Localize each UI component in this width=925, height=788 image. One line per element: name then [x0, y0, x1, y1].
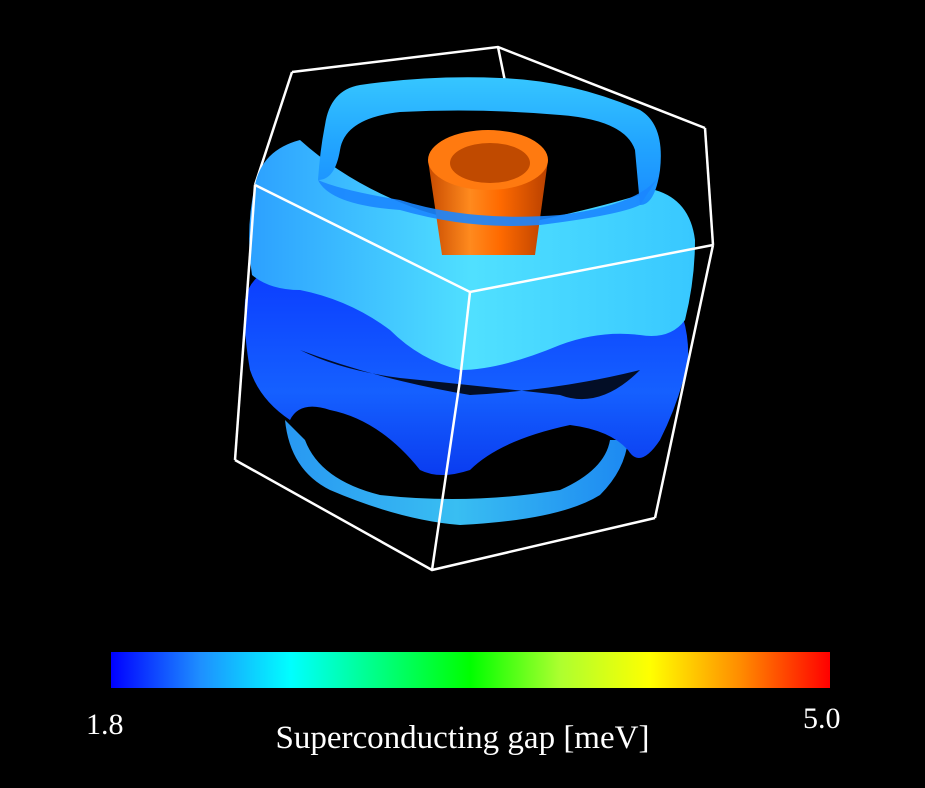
colorbar-min-label: 1.8 [86, 708, 124, 741]
colorbar [111, 652, 830, 688]
colorbar-max-label: 5.0 [803, 702, 841, 735]
upper-cylinder [428, 130, 548, 255]
top-sheet [318, 77, 661, 226]
bottom-sheet [285, 420, 628, 525]
brillouin-zone-front-edges [233, 183, 715, 572]
colorbar-title: Superconducting gap [meV] [275, 720, 650, 756]
